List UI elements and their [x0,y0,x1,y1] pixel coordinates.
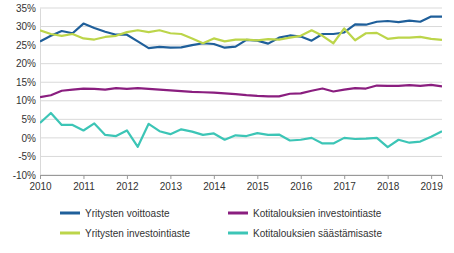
y-tick: 30% [16,21,40,32]
x-tick-mark [301,175,302,179]
y-tick-label: -5% [18,151,36,162]
grid-line [40,26,442,27]
legend-item: Kotitalouksien investointiaste [228,208,382,219]
y-tick-label: 35% [16,3,36,14]
y-tick-label: 15% [16,77,36,88]
x-tick: 2018 [377,175,400,192]
x-tick-mark [127,175,128,179]
grid-line [40,63,442,64]
y-tick: 20% [16,58,40,69]
legend-item: Kotitalouksien säästämisaste [228,228,382,239]
y-axis-line [40,9,41,176]
y-tick: 5% [22,114,40,125]
y-tick-label: 30% [16,21,36,32]
series-line [40,28,442,43]
y-tick: -5% [18,151,40,162]
x-tick-label: 2014 [203,181,226,192]
chart: -10%-5%0%5%10%15%20%25%30%35%20102011201… [0,0,454,253]
x-tick-label: 2016 [290,181,313,192]
y-tick: 35% [16,3,40,14]
x-tick: 2019 [421,175,444,192]
x-tick-label: 2018 [377,181,400,192]
y-tick-label: -10% [13,170,36,181]
series-line [40,17,442,49]
y-tick-label: 20% [16,58,36,69]
series-line [40,85,442,97]
x-tick-label: 2017 [334,181,357,192]
y-tick: 0% [22,133,40,144]
y-tick-label: 10% [16,95,36,106]
x-tick-label: 2019 [421,181,444,192]
x-tick: 2015 [247,175,270,192]
x-tick-mark [170,175,171,179]
grid-line [40,137,442,138]
grid-line [40,82,442,83]
x-axis-line [41,176,443,180]
y-tick-label: 5% [22,114,37,125]
x-tick: 2014 [203,175,226,192]
grid [40,8,442,175]
legend-label: Kotitalouksien säästämisaste [253,228,382,239]
x-tick-mark [83,175,84,179]
x-tick-label: 2010 [29,181,52,192]
x-tick-mark [344,175,345,179]
grid-line [40,156,442,157]
x-tick-mark [257,175,258,179]
grid-line [40,45,442,46]
x-tick: 2011 [73,175,95,192]
y-tick: 25% [16,40,40,51]
legend-swatch [228,212,248,215]
y-axis: -10% -5% 0% 5% 10% 15% 20% 25% 30% 35% [13,3,41,181]
x-tick-mark [214,175,215,179]
x-tick: 2010 [29,175,52,192]
x-axis: 2010 2011 2012 2013 2014 2015 2016 2017 2018 2019 [29,175,443,192]
x-tick: 2017 [334,175,357,192]
y-tick: 15% [16,77,40,88]
grid-line [40,8,442,9]
legend-item: Yritysten investointiaste [60,228,190,239]
x-tick: 2013 [160,175,183,192]
x-tick-mark [388,175,389,179]
x-tick-label: 2011 [73,181,95,192]
y-tick-label: 0% [22,133,37,144]
y-tick: 10% [16,95,40,106]
y-tick-label: 25% [16,40,36,51]
x-tick-label: 2013 [160,181,183,192]
plot-area [40,17,442,148]
legend-label: Kotitalouksien investointiaste [253,208,382,219]
x-tick-mark [431,175,432,179]
legend-label: Yritysten voittoaste [85,208,170,219]
x-tick-label: 2012 [116,181,139,192]
legend-swatch [60,212,80,215]
legend-swatch [60,232,80,235]
legend-label: Yritysten investointiaste [85,228,190,239]
x-tick: 2016 [290,175,313,192]
y-tick: -10% [13,170,40,181]
grid-line [40,100,442,101]
legend-item: Yritysten voittoaste [60,208,170,219]
legend: Yritysten voittoaste Kotitalouksien inves… [60,208,382,239]
x-tick: 2012 [116,175,139,192]
series-line [40,113,442,147]
grid-line [40,119,442,120]
x-tick-mark [40,175,41,179]
legend-swatch [228,232,248,235]
x-tick-label: 2015 [247,181,270,192]
